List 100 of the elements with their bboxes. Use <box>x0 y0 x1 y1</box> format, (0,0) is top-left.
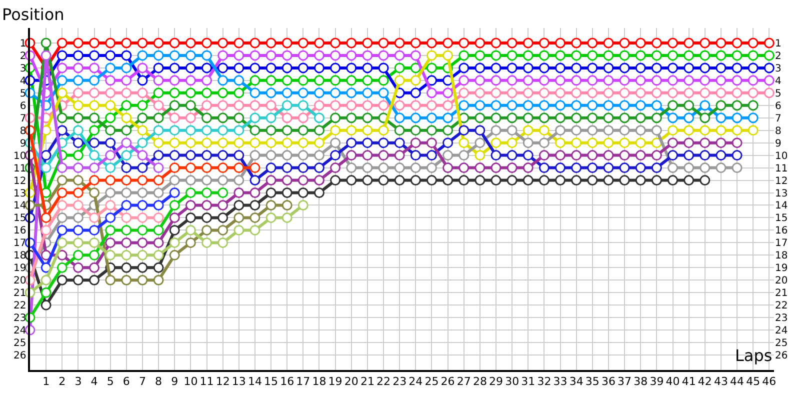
point <box>72 75 84 86</box>
point <box>137 262 148 273</box>
point <box>137 200 148 210</box>
point <box>137 212 148 223</box>
y-tick-label: 1 <box>20 38 26 50</box>
y-tick-label: 15 <box>14 213 26 224</box>
point <box>282 188 292 198</box>
point <box>330 138 341 148</box>
x-tick-label: 14 <box>248 374 262 388</box>
point <box>571 50 582 61</box>
point <box>635 138 646 148</box>
point <box>506 38 518 48</box>
point <box>89 75 100 86</box>
point <box>362 75 373 86</box>
point <box>218 112 228 124</box>
point <box>250 125 260 136</box>
point <box>40 250 52 260</box>
point <box>137 112 148 124</box>
point <box>89 237 100 248</box>
point <box>330 175 341 186</box>
point <box>442 138 454 148</box>
point <box>330 50 341 61</box>
point <box>651 125 662 136</box>
point <box>105 224 116 236</box>
point <box>330 88 341 98</box>
point <box>121 274 132 286</box>
point <box>72 38 84 48</box>
point <box>571 88 582 98</box>
point <box>282 200 292 210</box>
point <box>362 112 373 124</box>
point <box>137 50 148 61</box>
point <box>105 112 116 124</box>
point <box>490 162 502 174</box>
x-tick-label: 34 <box>569 374 584 388</box>
x-tick-label: 16 <box>280 374 294 388</box>
point <box>169 150 180 161</box>
point <box>121 138 132 148</box>
point <box>668 112 678 124</box>
point <box>458 75 470 86</box>
point <box>298 75 308 86</box>
point <box>137 250 148 260</box>
y-tick-label: 13 <box>14 188 26 200</box>
point <box>266 75 276 86</box>
y2-tick-label: 15 <box>775 213 788 224</box>
point <box>619 62 630 74</box>
point <box>651 175 662 186</box>
point <box>266 88 276 98</box>
point <box>522 162 534 174</box>
point <box>346 112 357 124</box>
point <box>378 75 389 86</box>
point <box>748 125 758 136</box>
point <box>314 88 324 98</box>
point <box>234 150 244 161</box>
point <box>555 175 566 186</box>
point <box>474 50 486 61</box>
point <box>250 200 260 210</box>
x-tick-label: 46 <box>762 374 776 388</box>
point <box>56 262 68 273</box>
point <box>169 250 180 260</box>
point <box>218 212 228 223</box>
point <box>185 125 196 136</box>
point <box>314 112 324 124</box>
point <box>362 125 373 136</box>
point <box>587 150 598 161</box>
point <box>282 138 292 148</box>
point <box>378 62 389 74</box>
point <box>458 62 470 74</box>
x-tick-label: 40 <box>666 374 680 388</box>
point <box>105 175 116 186</box>
y-tick-label: 26 <box>14 350 26 362</box>
point <box>282 100 292 111</box>
point <box>522 112 534 124</box>
point <box>603 162 614 174</box>
point <box>538 175 550 186</box>
point <box>410 50 421 61</box>
point <box>137 88 148 98</box>
point <box>571 112 582 124</box>
point <box>250 150 260 161</box>
point <box>153 112 164 124</box>
point <box>603 150 614 161</box>
point <box>716 88 726 98</box>
point <box>153 200 164 210</box>
point <box>234 224 244 236</box>
point <box>619 100 630 111</box>
point <box>651 162 662 174</box>
point <box>72 237 84 248</box>
x-tick-label: 9 <box>171 374 178 388</box>
point <box>234 138 244 148</box>
point <box>89 162 100 174</box>
x-tick-label: 39 <box>650 374 664 388</box>
x-tick-label: 29 <box>489 374 503 388</box>
point <box>684 162 694 174</box>
point <box>603 75 614 86</box>
point <box>105 212 116 223</box>
point <box>218 62 228 74</box>
x-tick-label: 33 <box>553 374 568 388</box>
point <box>684 150 694 161</box>
point <box>619 138 630 148</box>
point <box>764 38 774 48</box>
point <box>72 100 84 111</box>
